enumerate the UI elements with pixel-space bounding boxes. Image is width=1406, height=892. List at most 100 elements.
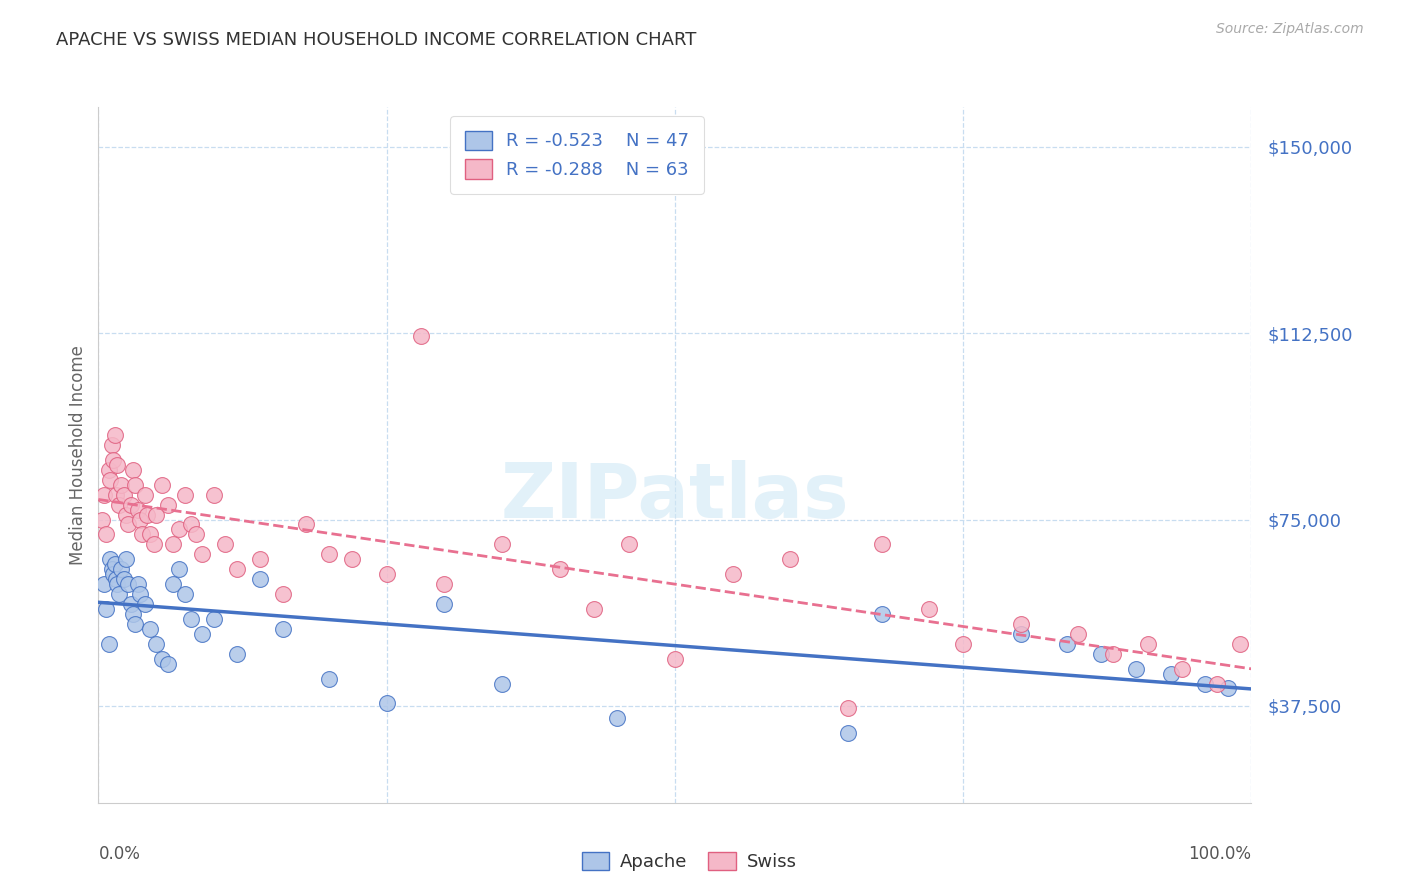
Point [1102,647,1125,661]
Y-axis label: Median Household Income: Median Household Income [69,345,87,565]
Point [318,547,340,561]
Point [375,567,398,582]
Point [93,488,115,502]
Point [606,711,628,725]
Point [917,602,939,616]
Point [115,552,138,566]
Point [127,577,149,591]
Point [295,517,318,532]
Point [127,502,149,516]
Point [174,488,197,502]
Point [1171,662,1194,676]
Point [124,477,146,491]
Point [1194,676,1216,690]
Point [1160,666,1182,681]
Point [340,552,363,566]
Point [110,562,132,576]
Point [1136,637,1159,651]
Point [108,587,131,601]
Point [97,637,120,651]
Point [1090,647,1112,661]
Point [117,517,139,532]
Point [110,477,132,491]
Point [134,597,156,611]
Legend: R = -0.523    N = 47, R = -0.288    N = 63: R = -0.523 N = 47, R = -0.288 N = 63 [450,116,703,194]
Point [837,726,859,740]
Point [134,488,156,502]
Point [174,587,197,601]
Point [105,577,128,591]
Point [271,587,294,601]
Point [214,537,236,551]
Point [225,647,247,661]
Point [664,651,686,665]
Point [1205,676,1227,690]
Point [249,572,271,586]
Point [101,438,124,452]
Point [98,473,121,487]
Text: ZIPatlas: ZIPatlas [501,459,849,533]
Point [271,622,294,636]
Point [103,558,125,572]
Point [491,537,513,551]
Point [139,527,162,541]
Text: APACHE VS SWISS MEDIAN HOUSEHOLD INCOME CORRELATION CHART: APACHE VS SWISS MEDIAN HOUSEHOLD INCOME … [56,31,696,49]
Point [617,537,640,551]
Point [1218,681,1240,696]
Point [318,672,340,686]
Point [721,567,744,582]
Point [142,537,165,551]
Point [103,567,125,582]
Point [186,527,208,541]
Point [1010,627,1032,641]
Point [952,637,974,651]
Point [112,488,135,502]
Point [103,453,125,467]
Point [1229,637,1251,651]
Point [191,627,214,641]
Point [96,527,118,541]
Point [135,508,157,522]
Point [837,701,859,715]
Point [180,612,202,626]
Point [156,498,179,512]
Point [1125,662,1147,676]
Point [375,697,398,711]
Point [202,488,225,502]
Point [156,657,179,671]
Point [97,463,120,477]
Point [103,428,125,442]
Point [145,508,167,522]
Point [120,498,142,512]
Point [115,508,138,522]
Point [433,577,456,591]
Point [124,616,146,631]
Text: 100.0%: 100.0% [1188,845,1251,863]
Point [411,328,433,343]
Text: 0.0%: 0.0% [98,845,141,863]
Point [112,572,135,586]
Legend: Apache, Swiss: Apache, Swiss [574,845,804,879]
Point [150,477,173,491]
Point [98,552,121,566]
Point [191,547,214,561]
Point [145,637,167,651]
Point [93,577,115,591]
Point [225,562,247,576]
Point [1056,637,1078,651]
Point [104,572,127,586]
Point [129,587,152,601]
Point [120,597,142,611]
Point [105,458,128,472]
Point [491,676,513,690]
Point [104,488,127,502]
Point [583,602,606,616]
Point [162,537,184,551]
Point [1067,627,1090,641]
Point [167,562,190,576]
Point [872,607,894,621]
Point [1010,616,1032,631]
Point [162,577,184,591]
Point [872,537,894,551]
Point [101,562,124,576]
